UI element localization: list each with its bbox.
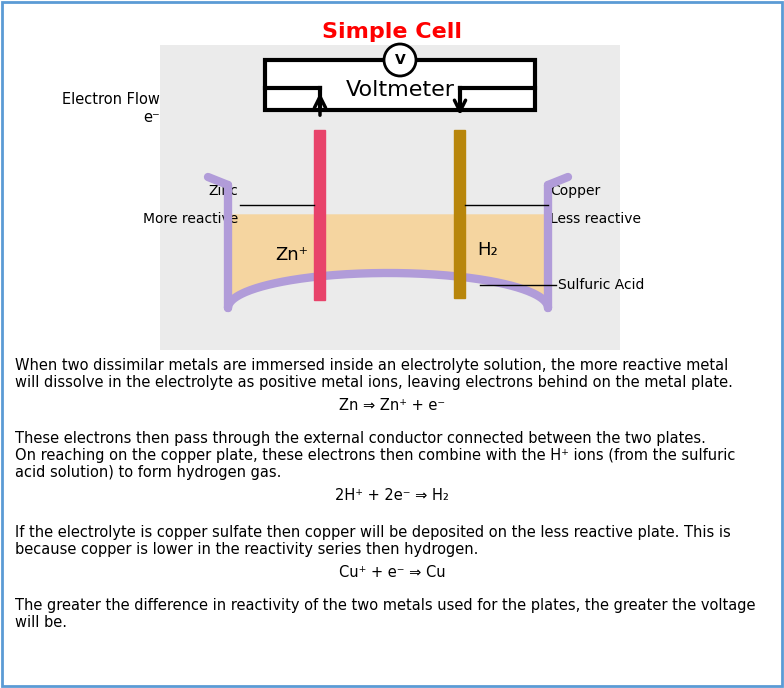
- Text: Zn⁺: Zn⁺: [275, 246, 308, 264]
- Text: Zinc: Zinc: [209, 184, 238, 198]
- Text: 2H⁺ + 2e⁻ ⇒ H₂: 2H⁺ + 2e⁻ ⇒ H₂: [335, 488, 449, 503]
- Text: Copper: Copper: [550, 184, 601, 198]
- Text: will dissolve in the electrolyte as positive metal ions, leaving electrons behin: will dissolve in the electrolyte as posi…: [15, 375, 733, 390]
- Text: Less reactive: Less reactive: [550, 212, 641, 226]
- Text: Cu⁺ + e⁻ ⇒ Cu: Cu⁺ + e⁻ ⇒ Cu: [339, 565, 445, 580]
- Text: will be.: will be.: [15, 615, 67, 630]
- Text: The greater the difference in reactivity of the two metals used for the plates, : The greater the difference in reactivity…: [15, 598, 756, 613]
- Circle shape: [384, 44, 416, 76]
- Text: Electron Flow: Electron Flow: [62, 92, 160, 107]
- Text: On reaching on the copper plate, these electrons then combine with the H⁺ ions (: On reaching on the copper plate, these e…: [15, 448, 735, 463]
- Text: When two dissimilar metals are immersed inside an electrolyte solution, the more: When two dissimilar metals are immersed …: [15, 358, 728, 373]
- Text: Zn ⇒ Zn⁺ + e⁻: Zn ⇒ Zn⁺ + e⁻: [339, 398, 445, 413]
- Text: V: V: [394, 53, 405, 67]
- Bar: [314, 130, 325, 300]
- Text: e⁻: e⁻: [143, 109, 160, 125]
- Bar: [160, 45, 620, 350]
- Text: because copper is lower in the reactivity series then hydrogen.: because copper is lower in the reactivit…: [15, 542, 478, 557]
- Text: Simple Cell: Simple Cell: [322, 22, 462, 42]
- Text: More reactive: More reactive: [143, 212, 238, 226]
- Text: If the electrolyte is copper sulfate then copper will be deposited on the less r: If the electrolyte is copper sulfate the…: [15, 525, 731, 540]
- Bar: [265, 60, 535, 110]
- Bar: [455, 130, 466, 298]
- Text: These electrons then pass through the external conductor connected between the t: These electrons then pass through the ex…: [15, 431, 706, 446]
- Polygon shape: [228, 215, 548, 308]
- Text: Voltmeter: Voltmeter: [346, 80, 455, 100]
- Text: H₂: H₂: [477, 241, 499, 259]
- Text: Sulfuric Acid: Sulfuric Acid: [558, 278, 644, 292]
- Text: acid solution) to form hydrogen gas.: acid solution) to form hydrogen gas.: [15, 465, 281, 480]
